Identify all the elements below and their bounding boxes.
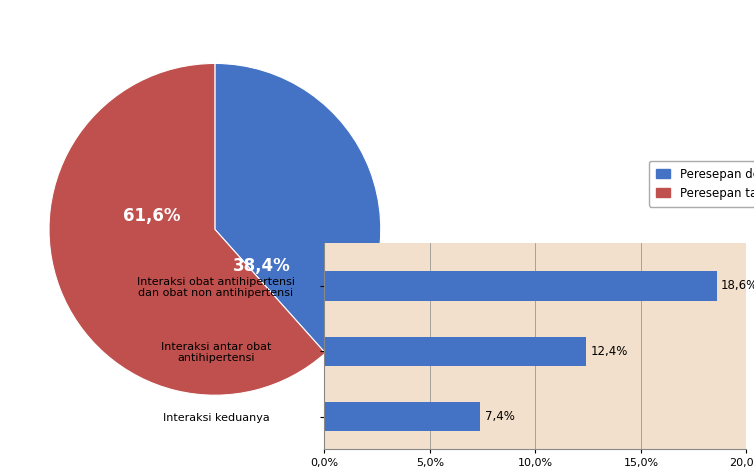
Bar <box>324 271 717 300</box>
Text: 7,4%: 7,4% <box>485 410 514 423</box>
Bar <box>324 336 586 366</box>
Text: 38,4%: 38,4% <box>232 257 290 275</box>
Bar <box>324 402 480 431</box>
Text: 61,6%: 61,6% <box>123 207 181 225</box>
Wedge shape <box>215 64 381 353</box>
Text: 12,4%: 12,4% <box>590 345 627 358</box>
Legend: Peresepan dengan interaksi, Peresepan tanpa interaksi: Peresepan dengan interaksi, Peresepan ta… <box>649 161 754 207</box>
Wedge shape <box>49 64 326 395</box>
Text: 18,6%: 18,6% <box>721 279 754 292</box>
